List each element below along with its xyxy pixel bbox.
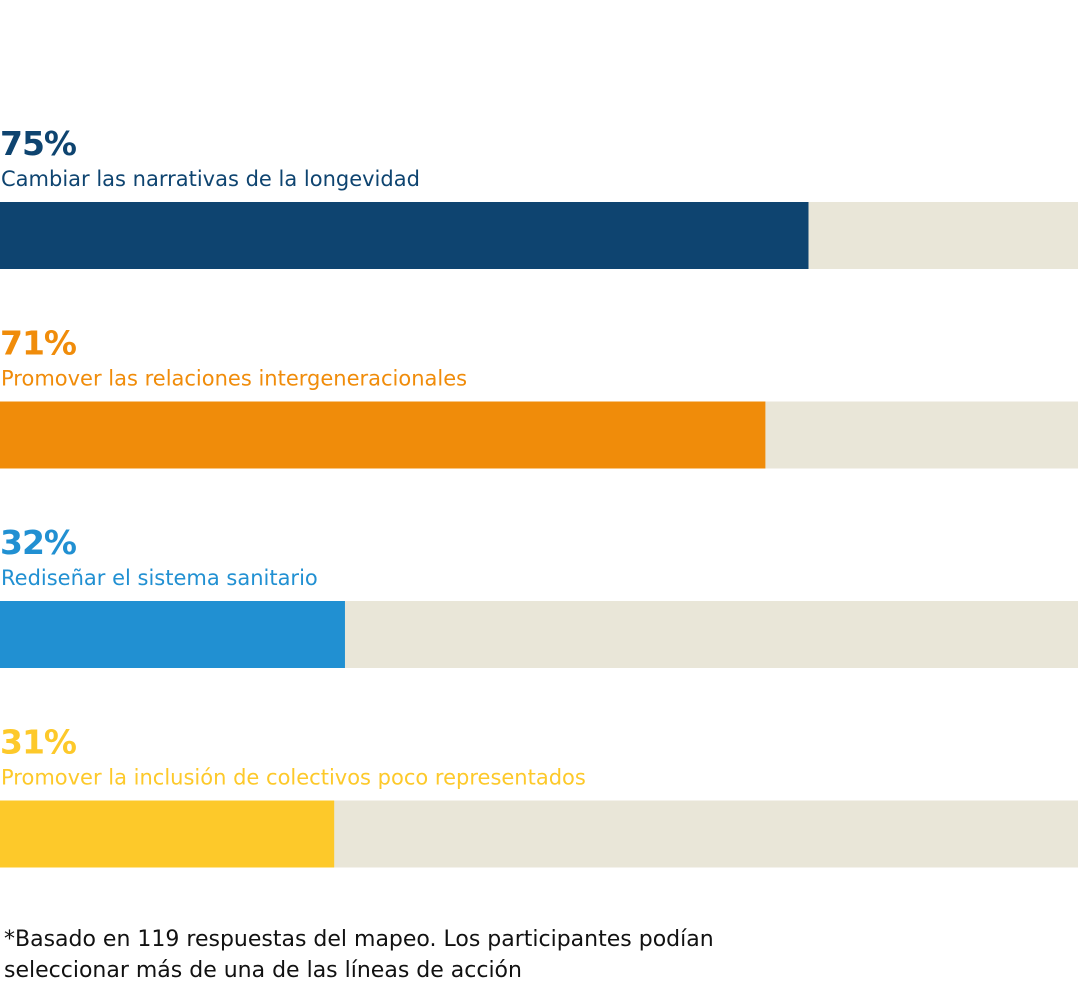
bar <box>0 601 345 668</box>
bar <box>0 202 809 269</box>
category-label: Promover la inclusión de colectivos poco… <box>1 766 586 790</box>
value-label: 71% <box>0 324 77 363</box>
footnote: *Basado en 119 respuestas del mapeo. Los… <box>4 927 714 983</box>
value-label: 31% <box>0 723 77 762</box>
value-label: 75% <box>0 124 77 163</box>
bar <box>0 401 766 469</box>
category-label: Cambiar las narrativas de la longevidad <box>1 167 420 191</box>
value-label: 32% <box>0 523 77 562</box>
chart: 75% Cambiar las narrativas de la longevid… <box>0 124 1078 868</box>
category-label: Promover las relaciones intergeneraciona… <box>1 367 467 391</box>
bar <box>0 800 335 868</box>
category-label: Rediseñar el sistema sanitario <box>1 566 318 590</box>
